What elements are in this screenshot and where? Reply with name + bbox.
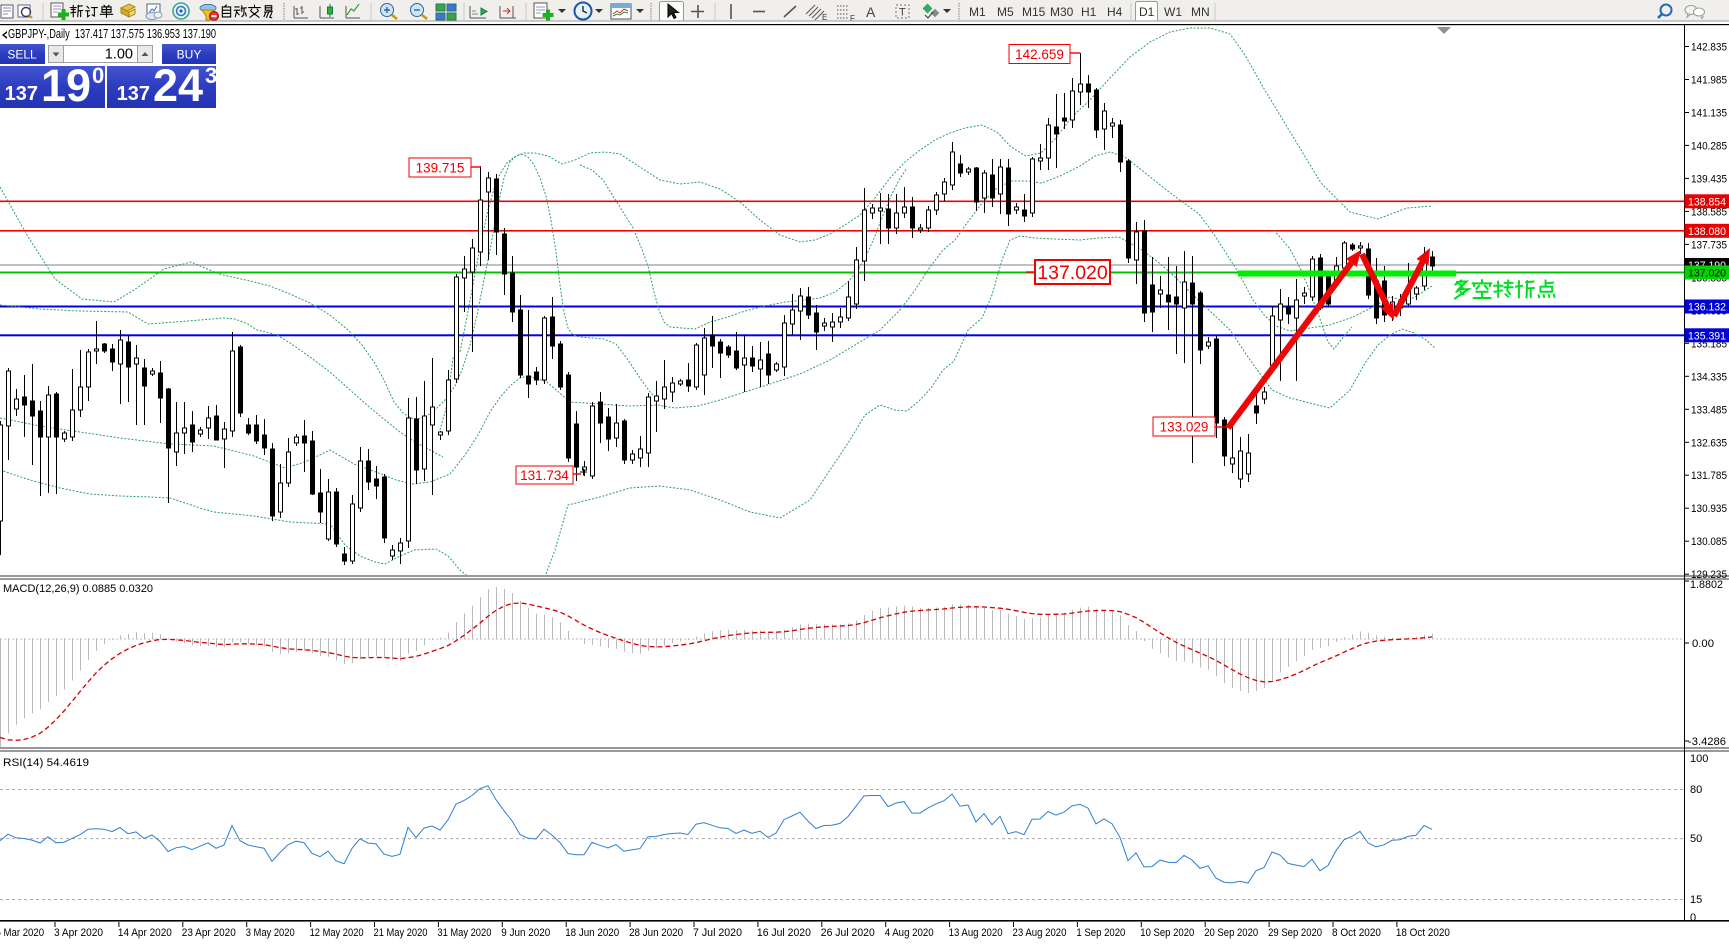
svg-text:131.734: 131.734 xyxy=(520,468,569,483)
svg-text:M30: M30 xyxy=(1050,5,1074,19)
svg-text:M15: M15 xyxy=(1022,5,1046,19)
svg-text:31 May 2020: 31 May 2020 xyxy=(437,927,491,939)
svg-text:133.029: 133.029 xyxy=(1160,419,1209,434)
svg-text:142.835: 142.835 xyxy=(1691,42,1727,54)
svg-text:137.735: 137.735 xyxy=(1691,239,1727,251)
svg-text:141.985: 141.985 xyxy=(1691,75,1727,87)
svg-text:1.00: 1.00 xyxy=(105,47,133,63)
svg-text:RSI(14) 54.4619: RSI(14) 54.4619 xyxy=(3,757,89,769)
svg-text:M5: M5 xyxy=(997,5,1014,19)
svg-text:SELL: SELL xyxy=(7,48,37,62)
svg-text:137.020: 137.020 xyxy=(1037,262,1108,284)
svg-text:1 Sep 2020: 1 Sep 2020 xyxy=(1076,927,1125,939)
svg-text:T: T xyxy=(899,7,906,19)
svg-text:141.135: 141.135 xyxy=(1691,108,1727,120)
svg-text:129.235: 129.235 xyxy=(1691,569,1727,581)
svg-text:14 Apr 2020: 14 Apr 2020 xyxy=(118,927,172,939)
svg-text:W1: W1 xyxy=(1164,5,1182,19)
svg-text:142.659: 142.659 xyxy=(1015,47,1064,62)
svg-text:19: 19 xyxy=(41,60,91,111)
svg-text:1.8802: 1.8802 xyxy=(1690,579,1723,591)
svg-text:138.854: 138.854 xyxy=(1688,196,1726,208)
svg-text:MN: MN xyxy=(1191,5,1210,19)
svg-text:A: A xyxy=(866,4,876,20)
svg-text:BUY: BUY xyxy=(177,48,202,62)
svg-text:138.585: 138.585 xyxy=(1691,206,1727,218)
svg-text:28 Jun 2020: 28 Jun 2020 xyxy=(629,927,683,939)
svg-text:137.020: 137.020 xyxy=(1688,268,1726,280)
svg-text:16 Jul 2020: 16 Jul 2020 xyxy=(757,927,811,939)
svg-text:130.085: 130.085 xyxy=(1691,536,1727,548)
svg-text:0: 0 xyxy=(1690,912,1696,924)
svg-text:131.785: 131.785 xyxy=(1691,470,1727,482)
svg-text:8 Oct 2020: 8 Oct 2020 xyxy=(1332,927,1381,939)
svg-text:139.715: 139.715 xyxy=(416,160,465,175)
svg-text:21 May 2020: 21 May 2020 xyxy=(374,927,428,939)
svg-text:137: 137 xyxy=(117,83,150,105)
svg-text:25 Mar 2020: 25 Mar 2020 xyxy=(0,927,44,939)
svg-text:0: 0 xyxy=(92,63,104,88)
svg-text:136.132: 136.132 xyxy=(1688,302,1726,314)
svg-text:MACD(12,26,9) 0.0885 0.0320: MACD(12,26,9) 0.0885 0.0320 xyxy=(3,583,153,595)
svg-text:D1: D1 xyxy=(1139,5,1155,19)
svg-text:18 Jun 2020: 18 Jun 2020 xyxy=(565,927,619,939)
svg-text:10 Sep 2020: 10 Sep 2020 xyxy=(1140,927,1194,939)
svg-text:23 Apr 2020: 23 Apr 2020 xyxy=(182,927,236,939)
svg-text:134.335: 134.335 xyxy=(1691,371,1727,383)
svg-text:23 Aug 2020: 23 Aug 2020 xyxy=(1013,927,1067,939)
svg-text:E: E xyxy=(822,13,827,22)
svg-text:130.935: 130.935 xyxy=(1691,503,1727,515)
svg-text:0.00: 0.00 xyxy=(1692,638,1714,650)
svg-text:13 Aug 2020: 13 Aug 2020 xyxy=(949,927,1003,939)
svg-text:140.285: 140.285 xyxy=(1691,140,1727,152)
svg-text:H4: H4 xyxy=(1107,5,1123,19)
svg-text:100: 100 xyxy=(1690,753,1708,765)
svg-text:26 Jul 2020: 26 Jul 2020 xyxy=(821,927,875,939)
svg-text:15: 15 xyxy=(1690,894,1702,906)
svg-text:133.485: 133.485 xyxy=(1691,404,1727,416)
svg-text:9 Jun 2020: 9 Jun 2020 xyxy=(501,927,550,939)
svg-text:18 Oct 2020: 18 Oct 2020 xyxy=(1396,927,1450,939)
svg-text:138.080: 138.080 xyxy=(1688,226,1726,238)
svg-text:7 Jul 2020: 7 Jul 2020 xyxy=(693,927,742,939)
svg-text:24: 24 xyxy=(153,60,203,111)
svg-text:135.391: 135.391 xyxy=(1688,330,1726,342)
svg-text:GBPJPY-,Daily 137.417 137.575: GBPJPY-,Daily 137.417 137.575 136.953 13… xyxy=(8,26,216,41)
svg-text:29 Sep 2020: 29 Sep 2020 xyxy=(1268,927,1322,939)
svg-text:3 Apr 2020: 3 Apr 2020 xyxy=(54,927,103,939)
svg-text:137: 137 xyxy=(5,83,38,105)
svg-text:80: 80 xyxy=(1690,784,1702,796)
svg-text:4 Aug 2020: 4 Aug 2020 xyxy=(885,927,934,939)
svg-text:M1: M1 xyxy=(969,5,986,19)
svg-text:H1: H1 xyxy=(1081,5,1097,19)
svg-text:3 May 2020: 3 May 2020 xyxy=(246,927,295,939)
svg-text:12 May 2020: 12 May 2020 xyxy=(310,927,364,939)
svg-text:3: 3 xyxy=(205,63,217,88)
svg-text:132.635: 132.635 xyxy=(1691,437,1727,449)
svg-text:50: 50 xyxy=(1690,833,1702,845)
svg-text:20 Sep 2020: 20 Sep 2020 xyxy=(1204,927,1258,939)
svg-text:-3.4286: -3.4286 xyxy=(1688,736,1726,748)
svg-text:139.435: 139.435 xyxy=(1691,173,1727,185)
svg-text:F: F xyxy=(850,14,855,23)
